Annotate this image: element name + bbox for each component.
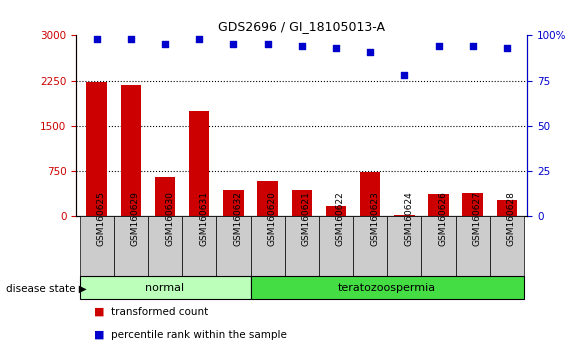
Text: GSM160622: GSM160622 xyxy=(336,191,345,246)
Text: GSM160626: GSM160626 xyxy=(438,191,448,246)
Point xyxy=(297,44,306,49)
Text: percentile rank within the sample: percentile rank within the sample xyxy=(111,330,287,339)
Bar xyxy=(216,216,251,276)
Bar xyxy=(182,216,216,276)
Text: GSM160631: GSM160631 xyxy=(199,191,208,246)
Point xyxy=(126,36,135,42)
Text: GSM160624: GSM160624 xyxy=(404,191,413,246)
Bar xyxy=(285,216,319,276)
Bar xyxy=(387,216,421,276)
Text: GSM160628: GSM160628 xyxy=(507,191,516,246)
Bar xyxy=(114,216,148,276)
Point xyxy=(263,41,272,47)
Bar xyxy=(189,110,210,216)
Text: normal: normal xyxy=(145,282,185,293)
Text: ■: ■ xyxy=(94,330,104,339)
Text: GSM160627: GSM160627 xyxy=(473,191,482,246)
Text: GSM160620: GSM160620 xyxy=(268,191,277,246)
Point xyxy=(161,41,170,47)
Bar xyxy=(223,190,244,216)
Bar xyxy=(257,181,278,216)
Bar xyxy=(121,85,141,216)
Bar xyxy=(360,172,380,216)
Point xyxy=(468,44,478,49)
Text: GSM160625: GSM160625 xyxy=(97,191,105,246)
Bar xyxy=(80,276,251,299)
Bar xyxy=(421,216,456,276)
Point xyxy=(366,49,375,55)
Title: GDS2696 / GI_18105013-A: GDS2696 / GI_18105013-A xyxy=(219,20,385,33)
Point xyxy=(331,45,340,51)
Bar xyxy=(291,190,312,216)
Point xyxy=(502,45,512,51)
Point xyxy=(92,36,101,42)
Point xyxy=(195,36,204,42)
Text: teratozoospermia: teratozoospermia xyxy=(338,282,437,293)
Text: GSM160632: GSM160632 xyxy=(233,191,243,246)
Text: GSM160629: GSM160629 xyxy=(131,191,140,246)
Point xyxy=(400,72,409,78)
Bar xyxy=(490,216,524,276)
Text: GSM160630: GSM160630 xyxy=(165,191,174,246)
Text: ■: ■ xyxy=(94,307,104,316)
Text: disease state ▶: disease state ▶ xyxy=(6,284,87,293)
Text: transformed count: transformed count xyxy=(111,307,209,316)
Bar xyxy=(80,216,114,276)
Bar xyxy=(394,215,414,216)
Bar xyxy=(319,216,353,276)
Bar xyxy=(155,177,175,216)
Bar xyxy=(462,193,483,216)
Point xyxy=(434,44,443,49)
Bar xyxy=(326,206,346,216)
Bar xyxy=(353,216,387,276)
Bar xyxy=(456,216,490,276)
Bar xyxy=(87,82,107,216)
Bar xyxy=(148,216,182,276)
Bar xyxy=(428,194,449,216)
Bar xyxy=(251,276,524,299)
Text: GSM160623: GSM160623 xyxy=(370,191,379,246)
Bar xyxy=(251,216,285,276)
Point xyxy=(229,41,238,47)
Text: GSM160621: GSM160621 xyxy=(302,191,311,246)
Bar xyxy=(496,200,517,216)
